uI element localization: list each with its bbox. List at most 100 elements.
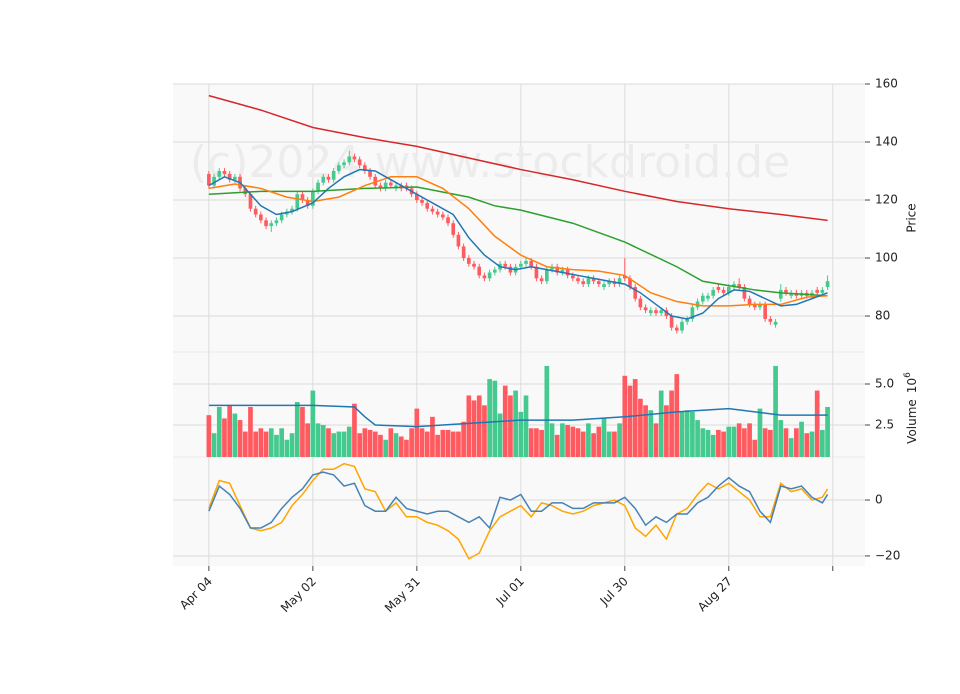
candle-body [763, 304, 767, 319]
candle-body [357, 159, 362, 166]
candle-body [331, 171, 336, 180]
candle-body [207, 173, 211, 186]
candle-body [274, 220, 279, 224]
volume-bar [440, 429, 446, 457]
candle-body [259, 214, 263, 221]
volume-bar [601, 418, 607, 457]
candle-body [305, 200, 310, 206]
volume-bar [518, 411, 524, 457]
candle-body [825, 281, 830, 288]
volume-bar [596, 426, 602, 457]
volume-bar [664, 405, 669, 457]
x-tick-label: Jul 30 [597, 574, 631, 608]
plot-background [173, 84, 865, 566]
volume-bar [346, 426, 352, 457]
x-tick-label: Apr 04 [177, 574, 215, 612]
volume-bar [549, 423, 555, 457]
candle-body [742, 287, 747, 299]
volume-bar [591, 433, 596, 457]
volume-bar [773, 365, 778, 457]
volume-bar [471, 400, 477, 457]
volume-bar [274, 434, 279, 457]
volume-bar [534, 428, 539, 457]
volume-bar [560, 423, 565, 457]
candle-body [425, 202, 430, 209]
candle-body [586, 278, 591, 285]
candle-body [316, 182, 320, 192]
volume-bar [684, 410, 690, 457]
volume-bar [497, 413, 503, 457]
candle-body [560, 269, 565, 273]
volume-bar [258, 428, 264, 457]
candle-body [467, 258, 471, 264]
candle-body [659, 310, 664, 314]
y-axis-label: Price [905, 203, 919, 232]
candle-body [633, 287, 638, 299]
candle-body [700, 295, 705, 302]
volume-bar [523, 395, 529, 457]
volume-bar [554, 434, 560, 457]
candle-body [482, 275, 487, 279]
volume-bar [456, 431, 461, 457]
volume-bar [752, 439, 758, 457]
volume-bar [513, 390, 518, 457]
volume-bar [227, 405, 233, 457]
candle-body [378, 185, 383, 189]
volume-bar [237, 420, 243, 457]
candle-body [752, 304, 757, 308]
y-tick-label: −20 [875, 548, 900, 562]
volume-bar [492, 380, 498, 457]
y-axis-label-text: Volume [905, 399, 919, 444]
candle-body [534, 266, 539, 279]
volume-bar [726, 426, 732, 457]
x-tick-label: May 02 [278, 574, 319, 615]
candle-body [565, 269, 570, 276]
volume-bar [638, 398, 643, 457]
volume-bar [482, 405, 487, 457]
volume-bar [528, 428, 534, 457]
volume-bar [705, 429, 711, 457]
volume-bar [700, 428, 706, 457]
candle-body [321, 176, 326, 183]
y-axis-label: Volume 106 [903, 372, 919, 444]
volume-bar [731, 426, 737, 457]
candle-body [435, 211, 440, 215]
candle-body [451, 223, 456, 235]
candle-body [570, 275, 575, 279]
volume-bar [695, 420, 700, 457]
candle-body [690, 307, 695, 319]
volume-bar [487, 379, 492, 457]
volume-bar [794, 428, 799, 457]
candle-body [300, 194, 305, 201]
volume-bar [398, 436, 404, 457]
y-tick-label: 100 [875, 251, 898, 265]
candle-body [253, 208, 258, 215]
candle-body [337, 165, 341, 172]
volume-bar [362, 428, 368, 457]
volume-bar [445, 429, 451, 457]
candle-body [373, 176, 378, 186]
volume-bar [778, 420, 784, 457]
candle-body [820, 289, 825, 293]
candle-body [420, 200, 424, 203]
candle-body [654, 310, 658, 314]
candle-body [674, 327, 679, 331]
volume-bar [617, 423, 622, 457]
candle-body [711, 289, 716, 296]
volume-bar [736, 423, 742, 457]
volume-bar [450, 431, 456, 457]
candle-body [669, 316, 674, 328]
volume-bar [788, 438, 794, 457]
volume-bar [674, 374, 680, 457]
volume-bar [419, 428, 425, 457]
candle-body [508, 266, 513, 273]
volume-bar [326, 428, 331, 457]
candle-body [524, 260, 528, 264]
candle-body [519, 263, 523, 267]
candle-body [732, 284, 736, 288]
candle-body [326, 176, 331, 180]
volume-bar [409, 428, 414, 457]
volume-bar [211, 433, 217, 457]
volume-bar [372, 431, 378, 457]
